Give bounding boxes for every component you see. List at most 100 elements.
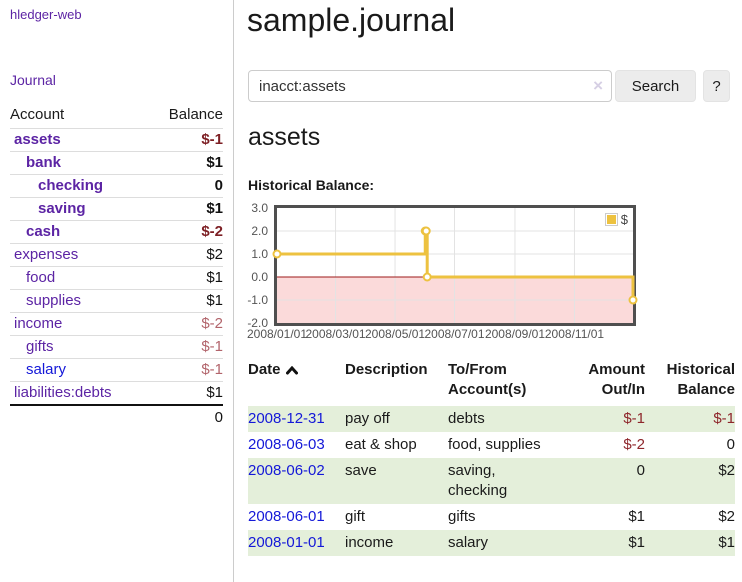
- account-balance: $1: [148, 381, 223, 405]
- account-link-income[interactable]: income: [14, 315, 63, 332]
- sidebar: hledger-web Journal Account Balance asse…: [0, 0, 234, 582]
- accounts-total-value: 0: [148, 404, 223, 430]
- search-button[interactable]: Search: [615, 70, 696, 102]
- transaction-date-link[interactable]: 2008-06-03: [248, 436, 325, 453]
- account-row: bank $1: [10, 151, 223, 175]
- account-row: salary $-1: [10, 358, 223, 382]
- chart-x-axis: 2008/01/01 2008/03/01 2008/05/01 2008/07/01…: [247, 327, 633, 341]
- transaction-balance: $1: [718, 534, 735, 551]
- register-header-row: Date Description To/From Account(s) Amou…: [248, 360, 735, 406]
- transaction-accounts: gifts: [448, 508, 476, 525]
- transaction-row: 2008-12-31 pay off debts $-1 $-1: [248, 406, 735, 432]
- transaction-accounts: saving, checking: [448, 462, 508, 499]
- register-header-accounts: To/From Account(s): [448, 361, 527, 398]
- account-row: liabilities:debts $1: [10, 381, 223, 405]
- search-input[interactable]: [248, 70, 612, 102]
- transaction-description: income: [345, 534, 394, 551]
- y-axis-tick-label: 0.0: [251, 270, 268, 284]
- legend-label: $: [620, 212, 628, 227]
- chart-y-axis: 3.0 2.0 1.0 0.0 -1.0 -2.0: [238, 201, 270, 330]
- accounts-total-row: 0: [10, 404, 223, 430]
- transaction-amount: $1: [628, 508, 645, 525]
- account-balance: $1: [148, 151, 223, 175]
- transaction-amount: $-2: [623, 436, 645, 453]
- account-link-liabilities-debts[interactable]: liabilities:debts: [14, 384, 112, 401]
- search-bar: × Search ?: [248, 70, 730, 102]
- account-balance: $-1: [148, 128, 223, 152]
- account-row: gifts $-1: [10, 335, 223, 359]
- transaction-accounts: food, supplies: [448, 436, 541, 453]
- transaction-description: save: [345, 462, 377, 479]
- balance-chart[interactable]: $: [272, 205, 638, 326]
- transaction-balance: $-1: [713, 410, 735, 427]
- register-header-balance: Historical Balance: [666, 361, 735, 398]
- x-axis-tick-label: 2008/07/01: [424, 327, 485, 341]
- account-row: food $1: [10, 266, 223, 290]
- account-link-expenses[interactable]: expenses: [14, 246, 79, 263]
- transaction-accounts: debts: [448, 410, 485, 427]
- account-link-supplies[interactable]: supplies: [26, 292, 82, 309]
- account-balance: $1: [148, 197, 223, 221]
- transaction-amount: 0: [636, 462, 645, 479]
- account-row: assets $-1: [10, 128, 223, 152]
- account-balance: $-1: [148, 358, 223, 382]
- account-row: checking 0: [10, 174, 223, 198]
- transaction-description: pay off: [345, 410, 390, 427]
- help-button[interactable]: ?: [703, 70, 730, 102]
- x-axis-tick-label: 2008/05/01: [364, 327, 426, 341]
- register-table: Date Description To/From Account(s) Amou…: [248, 360, 735, 556]
- transaction-row: 2008-06-01 gift gifts $1 $2: [248, 504, 735, 530]
- account-row: expenses $2: [10, 243, 223, 267]
- transaction-balance: 0: [726, 436, 735, 453]
- accounts-header-row: Account Balance: [10, 104, 223, 129]
- x-axis-tick-label: 2008/11/01: [544, 327, 605, 341]
- account-balance: $2: [148, 243, 223, 267]
- account-link-cash[interactable]: cash: [26, 223, 61, 240]
- transaction-date-link[interactable]: 2008-06-02: [248, 462, 325, 479]
- account-balance: 0: [148, 174, 223, 198]
- transaction-date-link[interactable]: 2008-01-01: [248, 534, 325, 551]
- accounts-header-balance: Balance: [168, 106, 223, 123]
- chart-legend: $: [604, 212, 628, 227]
- app-title-link[interactable]: hledger-web: [10, 7, 82, 22]
- account-link-assets[interactable]: assets: [14, 131, 61, 148]
- transaction-row: 2008-06-03 eat & shop food, supplies $-2 0: [248, 432, 735, 458]
- account-balance: $-1: [148, 335, 223, 359]
- transaction-date-link[interactable]: 2008-06-01: [248, 508, 325, 525]
- transaction-balance: $2: [718, 508, 735, 525]
- account-balance: $1: [148, 266, 223, 290]
- account-balance: $-2: [148, 220, 223, 244]
- register-header-amount: Amount Out/In: [588, 361, 645, 398]
- transaction-accounts: salary: [448, 534, 489, 551]
- nav-journal-link[interactable]: Journal: [10, 72, 56, 88]
- account-row: saving $1: [10, 197, 223, 221]
- account-balance: $-2: [148, 312, 223, 336]
- transaction-amount: $-1: [623, 410, 645, 427]
- account-link-saving[interactable]: saving: [38, 200, 86, 217]
- account-link-salary[interactable]: salary: [26, 361, 67, 378]
- account-row: supplies $1: [10, 289, 223, 313]
- transaction-balance: $2: [718, 462, 735, 479]
- account-link-bank[interactable]: bank: [26, 154, 62, 171]
- accounts-table: Account Balance assets $-1 bank $1 checking 0…: [10, 104, 223, 430]
- y-axis-tick-label: 3.0: [251, 201, 268, 215]
- x-axis-tick-label: 2008/03/01: [305, 327, 366, 341]
- transaction-row: 2008-06-02 save saving, checking 0 $2: [248, 458, 735, 504]
- account-link-food[interactable]: food: [26, 269, 56, 286]
- x-axis-tick-label: 2008/01/01: [246, 327, 308, 341]
- y-axis-tick-label: -1.0: [247, 293, 268, 307]
- transaction-amount: $1: [628, 534, 645, 551]
- account-link-checking[interactable]: checking: [38, 177, 104, 194]
- x-axis-tick-label: 2008/09/01: [484, 327, 545, 341]
- account-row: income $-2: [10, 312, 223, 336]
- legend-swatch-icon: [604, 213, 618, 226]
- y-axis-tick-label: 1.0: [251, 247, 268, 261]
- y-axis-tick-label: -2.0: [247, 316, 268, 330]
- transaction-date-link[interactable]: 2008-12-31: [248, 410, 325, 427]
- chart-canvas: [272, 208, 638, 323]
- account-link-gifts[interactable]: gifts: [26, 338, 54, 355]
- transaction-row: 2008-01-01 income salary $1 $1: [248, 530, 735, 556]
- register-header-description: Description: [345, 361, 428, 378]
- clear-search-icon[interactable]: ×: [593, 76, 603, 95]
